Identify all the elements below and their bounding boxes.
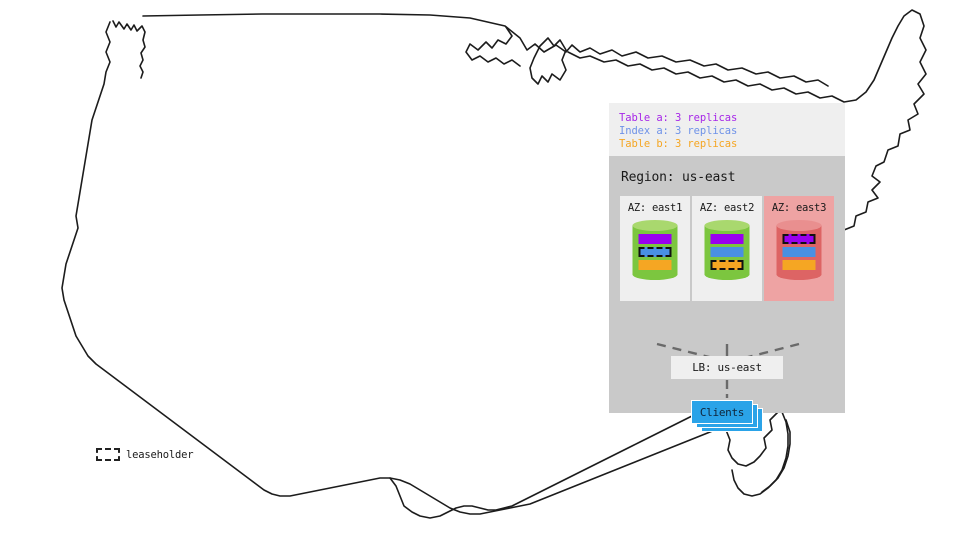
clients-box-front[interactable]: Clients (691, 400, 753, 424)
az-east2-node-cylinder (704, 220, 750, 280)
leaseholder-dashed-swatch (96, 448, 120, 461)
az-east1-label: AZ: east1 (627, 202, 683, 214)
replica-table-b-leaseholder[interactable] (710, 260, 744, 270)
az-east2-replicas (710, 234, 744, 270)
replica-table-b[interactable] (782, 260, 816, 270)
clients-stack[interactable]: Clients (691, 400, 763, 432)
az-east3-node-cylinder (776, 220, 822, 280)
az-east2-label: AZ: east2 (699, 202, 755, 214)
az-east2[interactable]: AZ: east2 (692, 196, 762, 301)
az-east3-label: AZ: east3 (771, 202, 827, 214)
leaseholder-legend-label: leaseholder (126, 448, 194, 461)
replica-index-a[interactable] (782, 247, 816, 257)
replica-legend: Table a: 3 replicas Index a: 3 replicas … (609, 103, 845, 156)
az-east1-replicas (638, 234, 672, 270)
replica-table-a[interactable] (710, 234, 744, 244)
legend-row-table-a: Table a: 3 replicas (619, 112, 738, 124)
cylinder-top-ellipse (632, 220, 678, 231)
replica-index-a-leaseholder[interactable] (638, 247, 672, 257)
region-title: Region: us-east (621, 170, 736, 185)
replica-table-a-leaseholder[interactable] (782, 234, 816, 244)
az-east3[interactable]: AZ: east3 (764, 196, 834, 301)
az-east1[interactable]: AZ: east1 (620, 196, 690, 301)
region-us-east: Region: us-east AZ: east1 AZ: (609, 156, 845, 432)
legend-row-index-a: Index a: 3 replicas (619, 125, 738, 137)
replica-table-a[interactable] (638, 234, 672, 244)
az-east1-node-cylinder (632, 220, 678, 280)
architecture-diagram: Table a: 3 replicas Index a: 3 replicas … (609, 103, 845, 432)
cylinder-top-ellipse (776, 220, 822, 231)
leaseholder-legend: leaseholder (96, 448, 194, 461)
replica-table-b[interactable] (638, 260, 672, 270)
az-east3-replicas (782, 234, 816, 270)
load-balancer-box[interactable]: LB: us-east (671, 356, 783, 379)
replica-index-a[interactable] (710, 247, 744, 257)
legend-row-table-b: Table b: 3 replicas (619, 138, 738, 150)
availability-zone-row: AZ: east1 AZ: east2 (620, 196, 834, 301)
cylinder-top-ellipse (704, 220, 750, 231)
us-outline-path (61, 9, 927, 519)
